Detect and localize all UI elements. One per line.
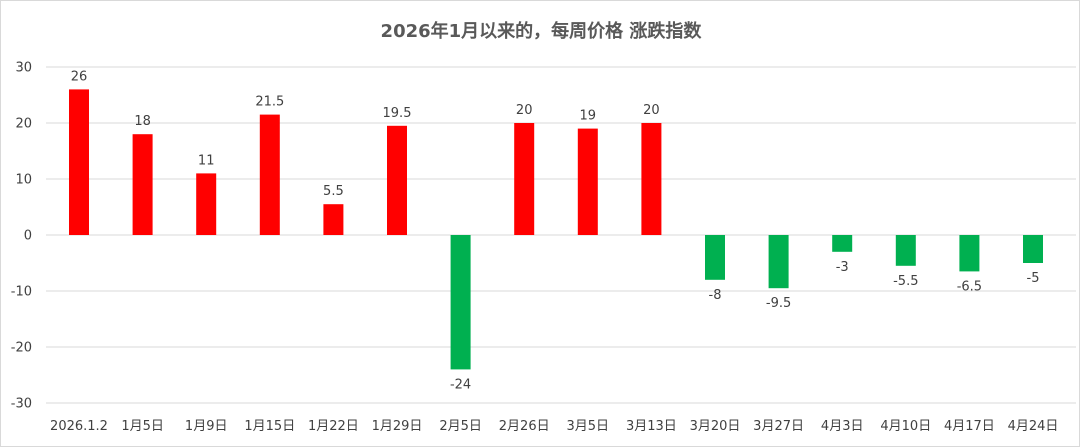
bar (132, 134, 153, 235)
data-label: 11 (198, 153, 215, 168)
data-label: 26 (71, 69, 88, 84)
chart-title: 2026年1月以来的，每周价格 涨跌指数 (380, 21, 702, 42)
data-label: 20 (516, 103, 533, 118)
y-tick-label: -10 (11, 285, 32, 300)
x-tick-label: 3月13日 (626, 419, 677, 434)
data-label: 20 (643, 103, 660, 118)
x-tick-label: 2026.1.2 (50, 419, 108, 434)
x-tick-label: 2月5日 (439, 419, 482, 434)
bar (69, 89, 89, 236)
bar (768, 235, 789, 289)
bar (450, 235, 471, 370)
x-tick-label: 3月27日 (753, 419, 804, 434)
bars (69, 89, 1043, 370)
bar (514, 123, 535, 235)
data-label: 19 (580, 109, 597, 124)
data-label: -8 (709, 288, 722, 303)
data-label: -9.5 (766, 296, 791, 311)
bar (705, 235, 725, 280)
bar (387, 125, 407, 235)
x-tick-label: 4月24日 (1008, 419, 1059, 434)
y-axis-ticks: 30 20 10 0 -10 -20 -30 (11, 61, 32, 412)
data-label: -3 (836, 260, 849, 275)
data-label: 21.5 (255, 95, 284, 110)
x-tick-label: 4月3日 (821, 419, 864, 434)
bar (1023, 235, 1043, 263)
data-label: -5.5 (893, 274, 918, 289)
y-tick-label: 10 (15, 173, 32, 188)
bar (323, 204, 344, 235)
data-label: 19.5 (383, 106, 412, 121)
x-tick-label: 1月5日 (121, 419, 164, 434)
x-tick-label: 1月29日 (372, 419, 423, 434)
x-tick-label: 3月20日 (690, 419, 741, 434)
x-tick-label: 1月15日 (244, 419, 295, 434)
y-tick-label: -20 (11, 341, 32, 356)
x-tick-label: 1月22日 (308, 419, 359, 434)
bar (577, 128, 598, 235)
x-axis-ticks: 2026.1.2 1月5日 1月9日 1月15日 1月22日 1月29日 2月5日 2月26日… (50, 419, 1058, 434)
data-label: -5 (1027, 271, 1040, 286)
bar (641, 123, 662, 235)
y-tick-label: 30 (15, 61, 32, 76)
data-label: 5.5 (323, 184, 344, 199)
y-tick-label: -30 (11, 397, 32, 412)
bar (259, 114, 280, 235)
x-tick-label: 2月26日 (499, 419, 550, 434)
x-tick-label: 4月10日 (880, 419, 931, 434)
bar (832, 235, 853, 252)
data-label: 18 (134, 114, 151, 129)
bar (196, 173, 217, 235)
y-tick-label: 20 (15, 117, 32, 132)
y-tick-label: 0 (24, 229, 32, 244)
data-label: -24 (450, 377, 471, 392)
bar (895, 235, 916, 266)
x-tick-label: 4月17日 (944, 419, 995, 434)
x-tick-label: 3月5日 (567, 419, 610, 434)
bar (959, 235, 980, 272)
data-label: -6.5 (957, 279, 982, 294)
x-tick-label: 1月9日 (185, 419, 228, 434)
data-labels: 26 18 11 21.5 5.5 19.5 -24 20 19 20 -8 -9.5 -3 -5.5 -6… (71, 69, 1040, 392)
